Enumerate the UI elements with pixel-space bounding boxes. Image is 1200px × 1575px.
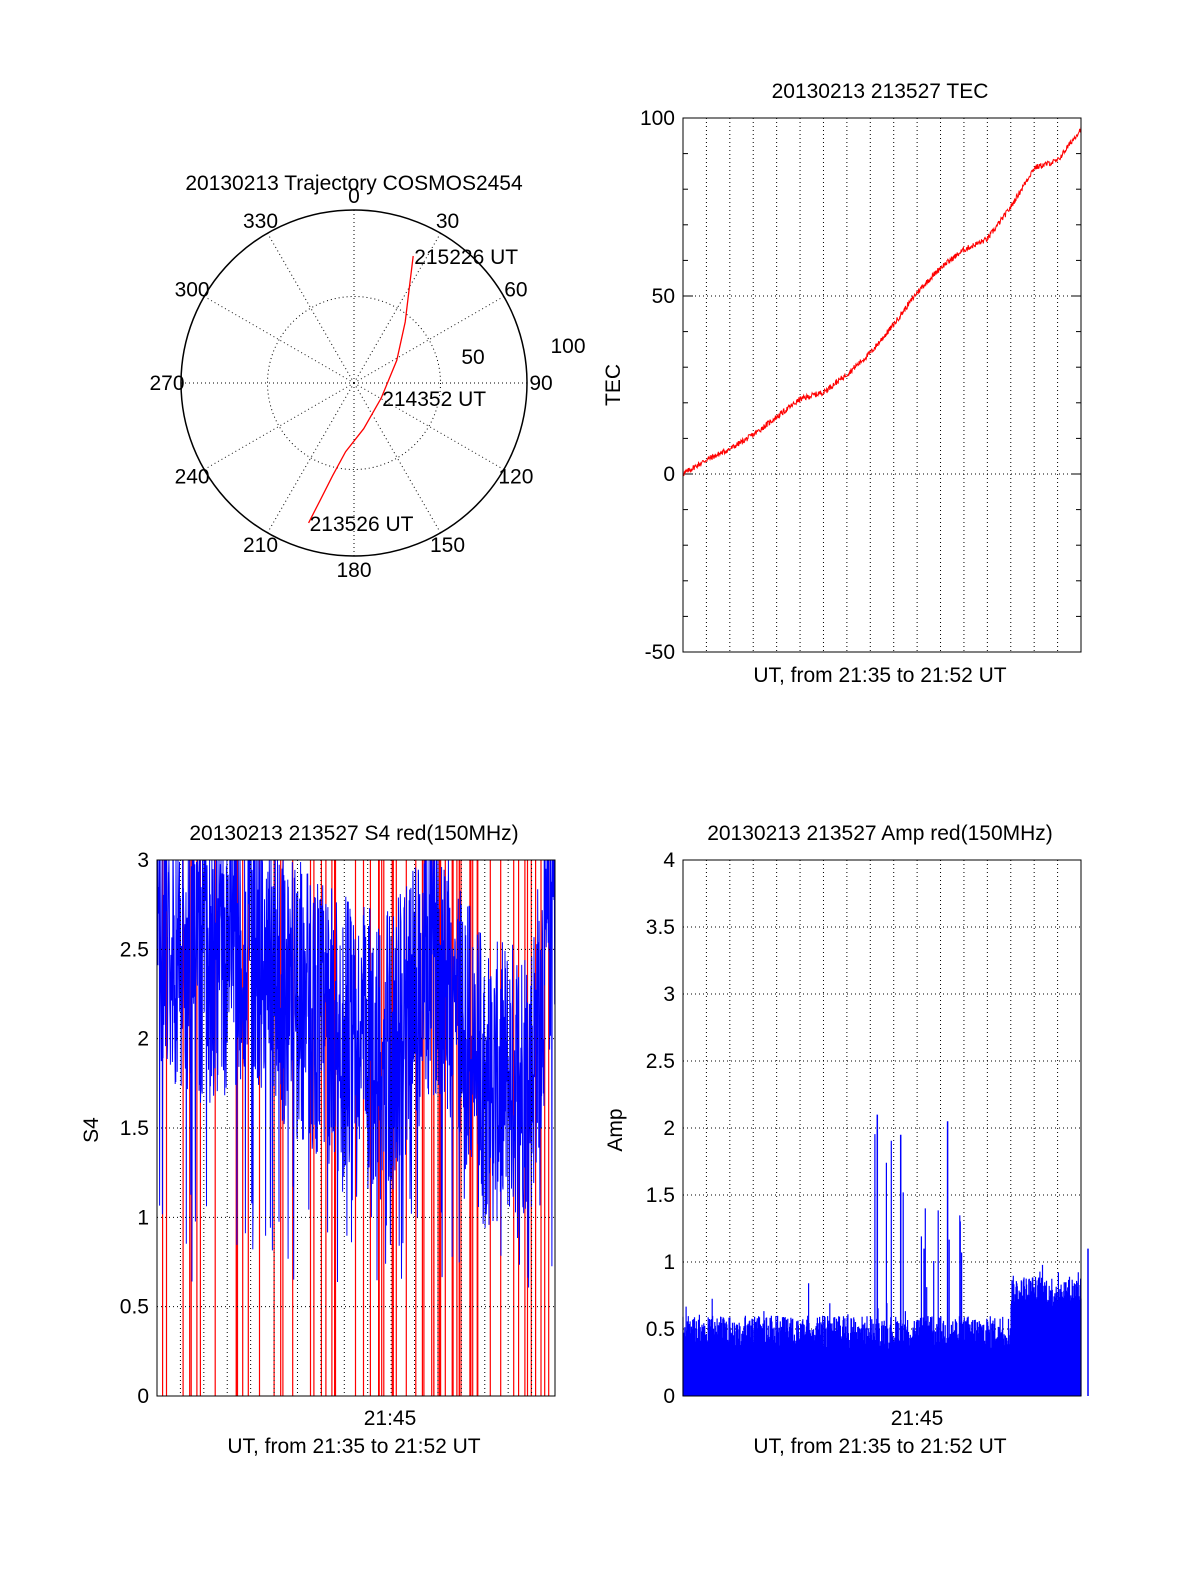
amp-series xyxy=(682,1114,1089,1396)
polar-angle-label: 300 xyxy=(175,279,210,302)
amp-base-fill xyxy=(685,1355,1079,1396)
amp-y-tick-label: 2.5 xyxy=(646,1050,675,1073)
s4-y-tick-label: 1.5 xyxy=(120,1117,149,1140)
s4-blue-line xyxy=(156,859,556,1288)
polar-annotations: 215226 UT 214352 UT 213526 UT xyxy=(310,246,519,536)
amp-y-tick-label: 1.5 xyxy=(646,1184,675,1207)
polar-radius-labels: 50 100 xyxy=(461,335,585,369)
tec-y-tick-label: -50 xyxy=(645,641,675,664)
s4-y-tick-label: 3 xyxy=(137,849,149,872)
polar-time-annotation: 215226 UT xyxy=(414,246,518,269)
polar-angle-label: 180 xyxy=(336,559,371,582)
polar-grid xyxy=(180,209,528,557)
polar-spoke-240 xyxy=(203,382,355,470)
tec-y-tick-label: 0 xyxy=(663,463,675,486)
s4-x-axis-label: UT, from 21:35 to 21:52 UT xyxy=(227,1435,480,1458)
polar-angle-label: 120 xyxy=(498,466,533,489)
amp-peak-spikes xyxy=(876,1114,1089,1396)
amp-chart: 20130213 213527 Amp red(150MHz) 4 3.5 3 2.5… xyxy=(604,822,1089,1458)
tec-y-tick-labels: 100 50 0 -50 xyxy=(640,107,675,664)
tec-y-tick-label: 50 xyxy=(652,285,675,308)
polar-spoke-150 xyxy=(353,382,441,534)
polar-angle-label: 210 xyxy=(243,534,278,557)
polar-spoke-330 xyxy=(267,232,355,384)
amp-y-tick-label: 3 xyxy=(663,983,675,1006)
amp-y-tick-label: 2 xyxy=(663,1117,675,1140)
tec-title: 20130213 213527 TEC xyxy=(772,80,989,103)
tec-frame xyxy=(682,117,1082,653)
polar-spoke-120 xyxy=(353,382,505,470)
amp-y-tick-label: 0.5 xyxy=(646,1318,675,1341)
amp-frame xyxy=(682,859,1082,1397)
amp-y-axis-label: Amp xyxy=(604,1108,627,1151)
s4-series xyxy=(156,859,556,1396)
polar-title: 20130213 Trajectory COSMOS2454 xyxy=(185,172,523,195)
tec-y-axis-label: TEC xyxy=(602,364,625,406)
polar-angle-label: 240 xyxy=(175,466,210,489)
polar-spoke-210 xyxy=(267,382,355,534)
s4-title: 20130213 213527 S4 red(150MHz) xyxy=(189,822,518,845)
tec-grid xyxy=(683,117,1081,653)
amp-y-tick-label: 4 xyxy=(663,849,675,872)
polar-series xyxy=(308,255,414,524)
polar-trajectory-line xyxy=(308,255,414,524)
s4-y-tick-label: 2.5 xyxy=(120,938,149,961)
tec-x-axis-label: UT, from 21:35 to 21:52 UT xyxy=(753,664,1006,687)
amp-x-axis-label: UT, from 21:35 to 21:52 UT xyxy=(753,1435,1006,1458)
polar-spoke-300 xyxy=(203,296,355,384)
s4-y-tick-label: 1 xyxy=(137,1206,149,1229)
polar-spoke-60 xyxy=(353,296,505,384)
polar-angle-label: 30 xyxy=(436,210,459,233)
polar-angle-label: 150 xyxy=(430,534,465,557)
amp-x-tick-label: 21:45 xyxy=(891,1407,944,1430)
polar-angle-label: 0 xyxy=(348,185,360,208)
polar-angle-label: 60 xyxy=(504,279,527,302)
s4-y-axis-label: S4 xyxy=(80,1117,103,1143)
s4-y-tick-labels: 3 2.5 2 1.5 1 0.5 0 xyxy=(120,849,149,1408)
amp-y-tick-label: 0 xyxy=(663,1385,675,1408)
polar-spoke-30 xyxy=(353,232,441,384)
amp-y-tick-labels: 4 3.5 3 2.5 2 1.5 1 0.5 0 xyxy=(646,849,676,1408)
s4-chart: 20130213 213527 S4 red(150MHz) 3 2.5 2 1.5 1… xyxy=(80,822,556,1458)
amp-title: 20130213 213527 Amp red(150MHz) xyxy=(707,822,1053,845)
polar-angle-label: 330 xyxy=(243,210,278,233)
s4-y-tick-label: 0.5 xyxy=(120,1296,149,1319)
amp-y-tick-label: 3.5 xyxy=(646,916,675,939)
tec-line xyxy=(682,126,1082,477)
polar-angle-label: 270 xyxy=(149,372,184,395)
tec-y-tick-label: 100 xyxy=(640,107,675,130)
polar-time-annotation: 213526 UT xyxy=(310,513,414,536)
polar-time-annotation: 214352 UT xyxy=(382,388,486,411)
polar-trajectory-chart: 20130213 Trajectory COSMOS2454 0 30 60 90 12… xyxy=(149,172,585,582)
amp-grid xyxy=(683,860,1081,1396)
s4-grid xyxy=(157,860,555,1396)
s4-y-tick-label: 0 xyxy=(137,1385,149,1408)
s4-y-tick-label: 2 xyxy=(137,1028,149,1051)
amp-y-tick-label: 1 xyxy=(663,1251,675,1274)
polar-inner-circle xyxy=(267,296,441,470)
tec-chart: 20130213 213527 TEC 100 50 0 -50 TEC UT, fr… xyxy=(602,80,1082,687)
polar-radius-label: 100 xyxy=(550,335,585,358)
s4-frame xyxy=(156,859,556,1397)
polar-angle-labels: 0 30 60 90 120 150 180 210 240 270 300 330 xyxy=(149,185,552,582)
polar-radius-label: 50 xyxy=(461,346,484,369)
s4-x-tick-label: 21:45 xyxy=(364,1407,417,1430)
tec-series xyxy=(682,126,1082,477)
polar-angle-label: 90 xyxy=(529,372,552,395)
